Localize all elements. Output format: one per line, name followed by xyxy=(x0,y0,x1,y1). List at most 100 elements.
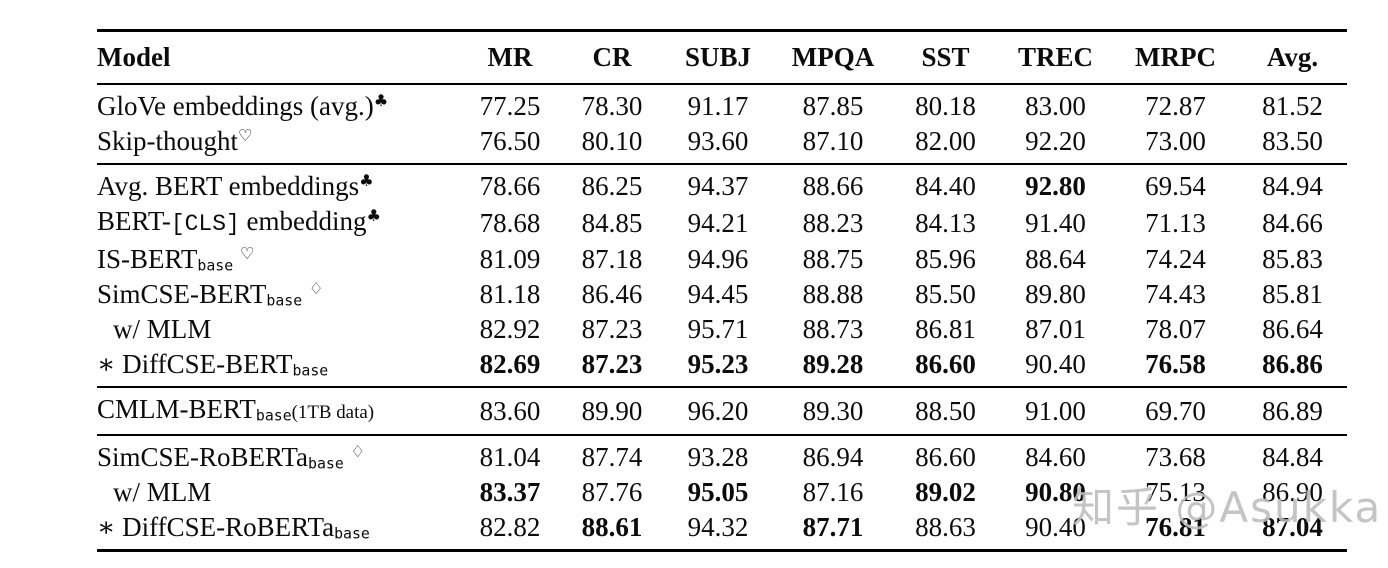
score-cell: 76.58 xyxy=(1145,349,1206,379)
score-cell: 72.87 xyxy=(1145,91,1206,121)
score-cell: 89.80 xyxy=(1025,279,1086,309)
score-cell: 90.40 xyxy=(1025,349,1086,379)
model-label: SimCSE-RoBERTabase ♢ xyxy=(97,434,459,475)
score-cell: 69.54 xyxy=(1113,163,1238,204)
score-cell: 87.04 xyxy=(1262,512,1323,542)
score-cell: 87.74 xyxy=(561,434,663,475)
heart-icon: ♡ xyxy=(239,244,255,264)
table-section: Avg. BERT embeddings♣ 78.66 86.25 94.37 88.6… xyxy=(97,163,1347,387)
score-cell: 82.92 xyxy=(479,314,541,344)
model-label-text xyxy=(302,279,309,309)
score-cell: 86.60 xyxy=(893,434,998,475)
score-cell: 93.28 xyxy=(663,434,773,475)
score-cell: 87.71 xyxy=(802,512,864,542)
score-cell: 94.37 xyxy=(663,163,773,204)
score-cell: 89.30 xyxy=(773,386,893,435)
score-cell: 85.96 xyxy=(915,244,976,274)
score-cell: 87.23 xyxy=(581,314,643,344)
model-label: BERT-[CLS] embedding♣ xyxy=(97,204,459,242)
score-cell: 92.80 xyxy=(998,163,1113,204)
table-row: w/ MLM 82.92 87.23 95.71 88.73 86.81 87.01 78.0… xyxy=(97,312,1347,347)
club-icon: ♣ xyxy=(373,91,389,111)
table-row: Skip-thought♡ 76.50 80.10 93.60 87.10 82.00 92… xyxy=(97,124,1347,164)
model-label: ∗ DiffCSE-RoBERTabase xyxy=(97,510,459,551)
model-label: w/ MLM xyxy=(97,312,459,347)
score-cell: 83.37 xyxy=(479,477,541,507)
score-cell: 89.02 xyxy=(915,477,976,507)
score-cell: 84.85 xyxy=(581,207,643,238)
score-cell: 76.50 xyxy=(479,126,541,156)
subscript-base: base xyxy=(197,256,234,275)
cls-token: [CLS] xyxy=(170,211,240,237)
column-header-mr: MR xyxy=(459,30,561,85)
table-row: Avg. BERT embeddings♣ 78.66 86.25 94.37 88.6… xyxy=(97,163,1347,204)
model-label-text xyxy=(344,442,351,472)
score-cell: 84.94 xyxy=(1238,163,1347,204)
club-icon: ♣ xyxy=(366,206,381,226)
score-cell: 94.96 xyxy=(687,244,749,274)
model-label-text: ∗ DiffCSE-RoBERTa xyxy=(97,512,335,542)
score-cell: 81.04 xyxy=(459,434,561,475)
score-cell: 88.75 xyxy=(802,244,864,274)
score-cell: 85.50 xyxy=(915,279,976,309)
subscript-base: base xyxy=(255,406,292,425)
subscript-base: base xyxy=(308,454,344,473)
score-cell: 87.23 xyxy=(581,349,643,379)
diamond-icon: ♢ xyxy=(350,442,366,462)
score-cell: 82.00 xyxy=(915,126,976,156)
score-cell: 84.84 xyxy=(1238,434,1347,475)
subscript-base: base xyxy=(266,291,303,310)
model-label-text: embedding xyxy=(239,206,367,236)
score-cell: 84.60 xyxy=(998,434,1113,475)
model-label: ∗ DiffCSE-BERTbase xyxy=(97,347,459,387)
score-cell: 87.18 xyxy=(581,244,643,274)
score-cell: 84.13 xyxy=(915,207,976,238)
model-label-text: CMLM-BERT xyxy=(97,394,256,424)
score-cell: 81.09 xyxy=(479,244,541,274)
score-cell: 86.60 xyxy=(915,349,976,379)
model-label: CMLM-BERTbase(1TB data) xyxy=(97,386,459,435)
model-label: SimCSE-BERTbase ♢ xyxy=(97,277,459,312)
column-header-model: Model xyxy=(97,30,459,85)
score-cell: 81.18 xyxy=(479,279,541,309)
score-cell: 96.20 xyxy=(663,386,773,435)
score-cell: 85.81 xyxy=(1262,279,1323,309)
score-cell: 71.13 xyxy=(1145,207,1206,238)
score-cell: 78.30 xyxy=(581,91,643,121)
column-header-cr: CR xyxy=(561,30,663,85)
table-row: ∗ DiffCSE-BERTbase 82.69 87.23 95.23 89.28 86… xyxy=(97,347,1347,387)
model-label-text: w/ MLM xyxy=(113,314,212,344)
score-cell: 91.17 xyxy=(687,91,749,121)
model-label-text: w/ MLM xyxy=(113,477,212,507)
score-cell: 69.70 xyxy=(1113,386,1238,435)
score-cell: 86.25 xyxy=(561,163,663,204)
score-cell: 78.66 xyxy=(459,163,561,204)
score-cell: 82.69 xyxy=(479,349,541,379)
score-cell: 89.28 xyxy=(802,349,864,379)
model-label: GloVe embeddings (avg.)♣ xyxy=(97,84,459,124)
score-cell: 86.46 xyxy=(581,279,643,309)
score-cell: 87.85 xyxy=(802,91,864,121)
model-label: Avg. BERT embeddings♣ xyxy=(97,163,459,204)
score-cell: 94.21 xyxy=(687,207,749,238)
model-label-text: Avg. BERT embeddings xyxy=(97,171,360,201)
column-header-sst: SST xyxy=(893,30,998,85)
score-cell: 84.40 xyxy=(893,163,998,204)
model-label-text xyxy=(233,244,240,274)
table-row: GloVe embeddings (avg.)♣ 77.25 78.30 91.17 8… xyxy=(97,84,1347,124)
score-cell: 73.00 xyxy=(1145,126,1206,156)
score-cell: 91.00 xyxy=(998,386,1113,435)
score-cell: 76.81 xyxy=(1145,512,1206,542)
model-label-text: SimCSE-RoBERTa xyxy=(97,442,309,472)
score-cell: 83.60 xyxy=(459,386,561,435)
column-header-mpqa: MPQA xyxy=(773,30,893,85)
model-label: IS-BERTbase ♡ xyxy=(97,242,459,277)
model-label-text: ∗ DiffCSE-BERT xyxy=(97,349,293,379)
score-cell: 95.71 xyxy=(687,314,749,344)
score-cell: 73.68 xyxy=(1113,434,1238,475)
score-cell: 84.66 xyxy=(1262,207,1323,238)
score-cell: 88.23 xyxy=(802,207,864,238)
results-table: Model MR CR SUBJ MPQA SST TREC MRPC Avg. GloVe e… xyxy=(97,29,1347,552)
score-cell: 82.82 xyxy=(479,512,541,542)
score-cell: 86.86 xyxy=(1262,349,1323,379)
